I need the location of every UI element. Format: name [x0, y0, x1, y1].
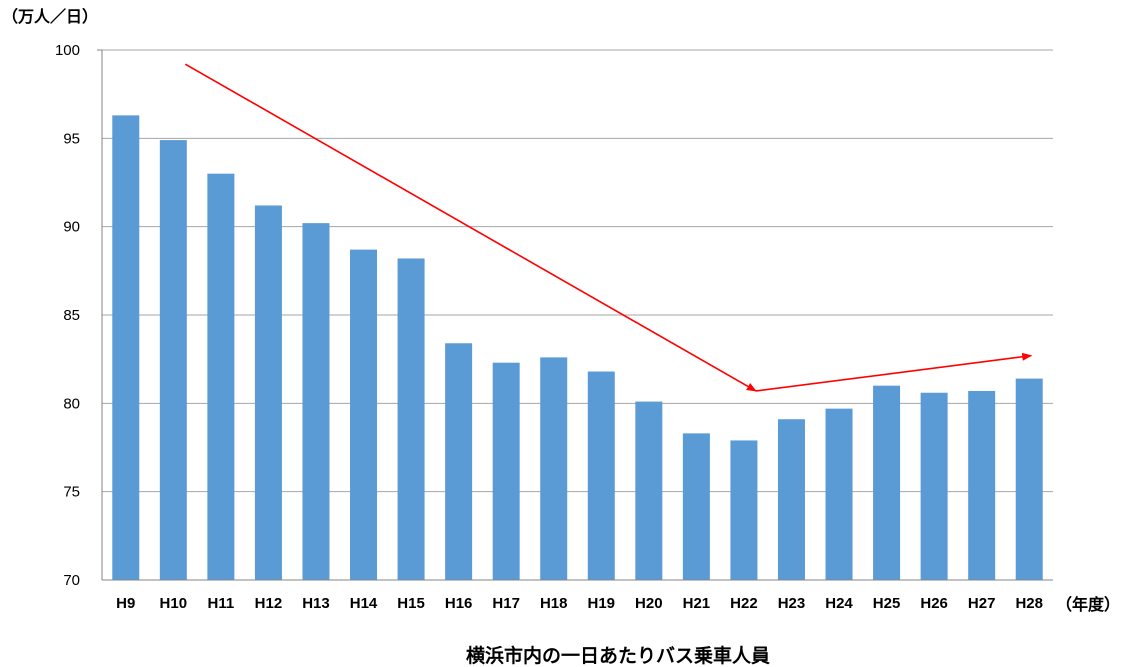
gridlines [102, 49, 1053, 493]
x-tick-label: H17 [492, 595, 520, 612]
bar-H14 [350, 249, 378, 580]
y-tick-label: 80 [63, 395, 80, 412]
x-tick-label: H16 [445, 595, 473, 612]
y-tick-label: 70 [63, 572, 80, 589]
bar-H24 [825, 408, 853, 580]
x-tick-label: H22 [730, 595, 758, 612]
x-tick-label: H25 [873, 595, 901, 612]
bar-H11 [207, 173, 235, 580]
y-tick-label: 100 [55, 42, 80, 59]
x-tick-label: H14 [350, 595, 378, 612]
x-tick-label: H12 [255, 595, 283, 612]
x-axis-unit-label: （年度） [1056, 595, 1120, 614]
x-tick-label: H26 [920, 595, 948, 612]
bars [112, 115, 1043, 580]
bar-H19 [587, 371, 615, 580]
bar-H21 [682, 433, 710, 580]
y-tick-label: 90 [63, 219, 80, 236]
x-tick-label: H24 [825, 595, 853, 612]
x-tick-label: H19 [588, 595, 616, 612]
x-tick-label: H18 [540, 595, 568, 612]
bar-H22 [730, 440, 758, 580]
bar-H26 [920, 392, 948, 580]
bar-H18 [540, 357, 568, 580]
bar-H12 [254, 205, 282, 580]
y-tick-label: 75 [63, 484, 80, 501]
x-tick-label: H9 [116, 595, 135, 612]
bar-H10 [159, 140, 187, 580]
bar-H9 [112, 115, 140, 580]
x-tick-labels: H9 H10 H11 H12 H13 H14 H15 H16 H17 H18 H19 H20 H21 H2… [116, 595, 1043, 612]
bar-H13 [302, 223, 330, 580]
bar-H20 [635, 401, 663, 580]
bar-H27 [968, 390, 996, 580]
x-tick-label: H23 [778, 595, 806, 612]
x-tick-label: H21 [683, 595, 711, 612]
x-tick-label: H13 [302, 595, 330, 612]
x-tick-label: H28 [1015, 595, 1043, 612]
trend-arrow [184, 63, 757, 392]
x-tick-label: H27 [968, 595, 996, 612]
trend-arrow [755, 352, 1033, 392]
bar-H15 [397, 258, 425, 580]
y-axis-unit-label: （万人／日） [2, 7, 98, 26]
y-tick-label: 85 [63, 307, 80, 324]
y-tick-labels: 70 75 80 85 90 95 100 [55, 42, 80, 589]
x-tick-label: H10 [160, 595, 188, 612]
x-tick-label: H20 [635, 595, 663, 612]
bar-H16 [445, 343, 473, 580]
bar-H17 [492, 362, 520, 580]
x-tick-label: H11 [208, 595, 235, 612]
trend-arrows [184, 63, 1033, 392]
chart-caption: 横浜市内の一日あたりバス乗車人員 [466, 644, 770, 667]
y-tick-label: 95 [63, 130, 80, 147]
bar-H28 [1015, 378, 1043, 580]
bar-H25 [873, 385, 901, 580]
axes [97, 49, 1053, 581]
bar-H23 [777, 419, 805, 580]
x-tick-label: H15 [397, 595, 425, 612]
